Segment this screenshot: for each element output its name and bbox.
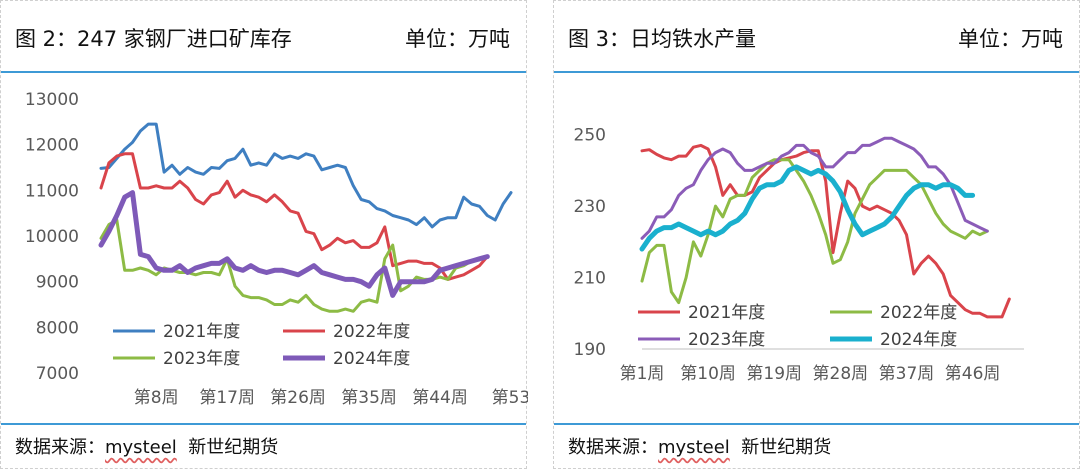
x-tick-label: 第19周 [746, 364, 802, 384]
y-tick-label: 210 [574, 269, 606, 289]
panel-footer: 数据来源：mysteel 新世纪期货 [1, 423, 526, 471]
chart-title: 图 3：日均铁水产量 [568, 27, 757, 51]
x-tick-label: 第28周 [813, 364, 869, 384]
x-tick-label: 第37周 [879, 364, 935, 384]
unit-label: 单位：万吨 [958, 27, 1063, 51]
chart-panel-right: 图 3：日均铁水产量 单位：万吨 190 210 230 250 第1周 第10周 第19周… [553, 0, 1080, 469]
y-tick-label: 230 [574, 197, 606, 217]
series-line-2022年度 [640, 158, 989, 305]
x-tick-label: 第53 [492, 388, 528, 408]
panel-header: 图 3：日均铁水产量 单位：万吨 [554, 1, 1079, 73]
y-tick-label: 11000 [25, 181, 79, 201]
series-line-2023年度 [99, 218, 489, 313]
series-line-2024年度 [98, 190, 490, 298]
series-line-2023年度 [640, 136, 989, 240]
legend-label: 2022年度 [880, 303, 957, 323]
x-tick-label: 第17周 [199, 388, 255, 408]
panel-header: 图 2：247 家钢厂进口矿库存 单位：万吨 [1, 1, 526, 73]
y-tick-label: 13000 [25, 90, 79, 110]
source-note: 数据来源：mysteel 新世纪期货 [15, 433, 278, 459]
legend-label: 2023年度 [163, 349, 240, 369]
source-note: 数据来源：mysteel 新世纪期货 [568, 433, 831, 459]
source-suffix: 新世纪期货 [729, 437, 832, 458]
x-tick-label: 第8周 [134, 388, 179, 408]
legend-label: 2022年度 [333, 322, 410, 342]
unit-label: 单位：万吨 [405, 27, 510, 51]
source-prefix: 数据来源： [568, 437, 658, 458]
y-tick-label: 9000 [36, 273, 79, 293]
y-tick-label: 7000 [36, 364, 79, 384]
panel-footer: 数据来源：mysteel 新世纪期货 [554, 423, 1079, 471]
x-tick-label: 第35周 [341, 388, 397, 408]
legend-label: 2024年度 [333, 349, 410, 369]
legend-label: 2021年度 [688, 303, 765, 323]
x-tick-label: 第26周 [270, 388, 326, 408]
y-tick-label: 8000 [36, 318, 79, 338]
legend-label: 2021年度 [163, 322, 240, 342]
chart-panel-left: 图 2：247 家钢厂进口矿库存 单位：万吨 7000 8000 9000 10000… [0, 0, 528, 471]
y-tick-label: 190 [574, 340, 606, 360]
series-line-2022年度 [99, 152, 489, 281]
series-line-2021年度 [99, 122, 513, 229]
y-tick-label: 250 [574, 126, 606, 146]
x-tick-label: 第46周 [945, 364, 1001, 384]
series-line-2021年度 [640, 143, 1011, 319]
series-line-2024年度 [639, 164, 976, 252]
y-tick-label: 12000 [25, 136, 79, 156]
source-name: mysteel [658, 437, 730, 458]
source-suffix: 新世纪期货 [176, 437, 279, 458]
hot-metal-output-chart: 190 210 230 250 第1周 第10周 第19周 第28周 第37周 第46周 2021年… [574, 126, 1024, 384]
source-prefix: 数据来源： [15, 437, 105, 458]
source-name: mysteel [105, 437, 177, 458]
legend-label: 2023年度 [688, 330, 765, 350]
x-tick-label: 第44周 [412, 388, 468, 408]
chart-title: 图 2：247 家钢厂进口矿库存 [15, 27, 292, 51]
iron-ore-inventory-chart: 70008000900010000110001200013000第8周 第17周第… [25, 90, 528, 408]
legend-label: 2024年度 [880, 330, 957, 350]
x-tick-label: 第1周 [620, 364, 665, 384]
x-tick-label: 第10周 [680, 364, 736, 384]
y-tick-label: 10000 [25, 227, 79, 247]
